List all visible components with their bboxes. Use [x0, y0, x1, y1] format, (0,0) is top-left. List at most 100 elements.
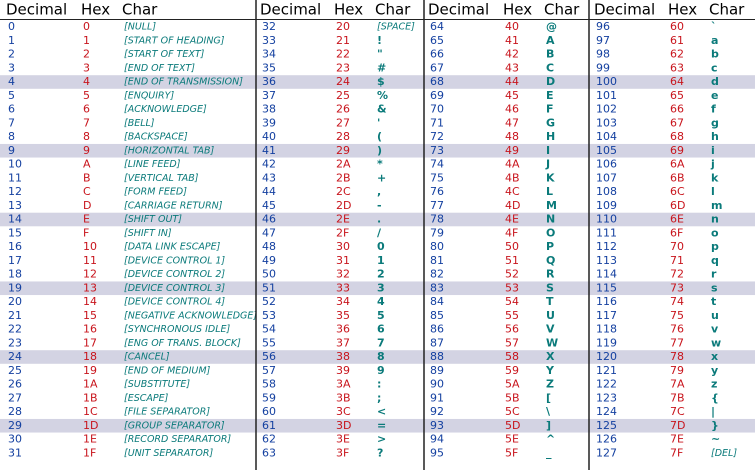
char-cell: 1	[377, 254, 385, 267]
hex-cell: 6	[83, 103, 90, 116]
char-cell: ;	[377, 391, 381, 404]
decimal-cell: 21	[8, 309, 22, 322]
hex-cell: E	[83, 213, 90, 226]
decimal-cell: 26	[8, 378, 22, 391]
decimal-cell: 8	[8, 130, 15, 143]
char-cell: w	[711, 336, 721, 349]
decimal-cell: 77	[430, 199, 444, 212]
char-cell: '	[377, 116, 380, 129]
char-cell: /	[377, 226, 382, 239]
char-cell: [VERTICAL TAB]	[124, 173, 199, 184]
decimal-cell: 56	[262, 350, 276, 363]
decimal-cell: 45	[262, 199, 276, 212]
hex-cell: 31	[336, 254, 350, 267]
decimal-cell: 49	[262, 254, 276, 267]
hex-cell: C	[83, 185, 91, 198]
char-cell: :	[377, 378, 381, 391]
char-cell: <	[377, 405, 386, 418]
decimal-cell: 27	[8, 391, 22, 404]
hex-cell: 47	[505, 116, 519, 129]
decimal-cell: 71	[430, 116, 444, 129]
column-header: Hex	[668, 1, 697, 19]
hex-cell: 63	[670, 61, 684, 74]
char-cell: [	[546, 391, 551, 404]
decimal-cell: 96	[596, 20, 610, 33]
column-header: Hex	[503, 1, 532, 19]
char-cell: [SHIFT IN]	[124, 228, 172, 239]
decimal-cell: 2	[8, 48, 15, 61]
char-cell: L	[546, 185, 553, 198]
hex-cell: 3A	[336, 378, 351, 391]
decimal-cell: 15	[8, 226, 22, 239]
hex-cell: 13	[83, 281, 97, 294]
char-cell: f	[711, 103, 716, 116]
column-header: Char	[122, 1, 158, 19]
decimal-cell: 41	[262, 144, 276, 157]
char-cell: |	[711, 405, 715, 418]
char-cell: o	[711, 226, 719, 239]
hex-cell: 70	[670, 240, 684, 253]
hex-cell: 6F	[670, 226, 683, 239]
hex-cell: 49	[505, 144, 519, 157]
char-cell: 9	[377, 364, 385, 377]
decimal-cell: 43	[262, 171, 276, 184]
hex-cell: 7D	[670, 419, 685, 432]
hex-cell: 33	[336, 281, 350, 294]
decimal-cell: 50	[262, 268, 276, 281]
hex-cell: 4D	[505, 199, 520, 212]
decimal-cell: 14	[8, 213, 22, 226]
decimal-cell: 3	[8, 61, 15, 74]
decimal-cell: 12	[8, 185, 22, 198]
decimal-cell: 112	[596, 240, 617, 253]
decimal-cell: 95	[430, 446, 444, 459]
decimal-cell: 86	[430, 323, 444, 336]
char-cell: r	[711, 268, 717, 281]
decimal-cell: 73	[430, 144, 444, 157]
char-cell: G	[546, 116, 555, 129]
decimal-cell: 78	[430, 213, 444, 226]
hex-cell: 4F	[505, 226, 518, 239]
hex-cell: 59	[505, 364, 519, 377]
char-cell: ~	[711, 433, 720, 446]
hex-cell: 2F	[336, 226, 349, 239]
hex-cell: 5E	[505, 433, 519, 446]
char-cell: [HORIZONTAL TAB]	[124, 145, 215, 156]
char-cell: a	[711, 34, 718, 47]
hex-cell: 37	[336, 336, 350, 349]
decimal-cell: 67	[430, 61, 444, 74]
decimal-cell: 89	[430, 364, 444, 377]
hex-cell: 41	[505, 34, 519, 47]
decimal-cell: 108	[596, 185, 617, 198]
decimal-cell: 4	[8, 75, 15, 88]
hex-cell: 75	[670, 309, 684, 322]
decimal-cell: 52	[262, 295, 276, 308]
hex-cell: 14	[83, 295, 97, 308]
decimal-cell: 116	[596, 295, 617, 308]
hex-cell: 2A	[336, 158, 351, 171]
column-header: Hex	[81, 1, 110, 19]
hex-cell: 27	[336, 116, 350, 129]
hex-cell: 7B	[670, 391, 685, 404]
hex-cell: 62	[670, 48, 684, 61]
hex-cell: 60	[670, 20, 684, 33]
decimal-cell: 63	[262, 446, 276, 459]
char-cell: [DATA LINK ESCAPE]	[124, 242, 221, 253]
hex-cell: 1C	[83, 405, 98, 418]
char-cell: (	[377, 130, 382, 143]
char-cell: A	[546, 34, 555, 47]
char-cell: [SPACE]	[377, 22, 415, 33]
char-cell: E	[546, 89, 554, 102]
char-cell: B	[546, 48, 554, 61]
decimal-cell: 68	[430, 75, 444, 88]
char-cell: `	[711, 20, 717, 33]
decimal-cell: 18	[8, 268, 22, 281]
char-cell: [SYNCHRONOUS IDLE]	[124, 324, 231, 335]
hex-cell: 57	[505, 336, 519, 349]
decimal-cell: 11	[8, 171, 22, 184]
column-header: Decimal	[260, 1, 321, 19]
hex-cell: 2C	[336, 185, 351, 198]
decimal-cell: 38	[262, 103, 276, 116]
char-cell: 3	[377, 281, 385, 294]
char-cell: }	[711, 419, 719, 432]
decimal-cell: 88	[430, 350, 444, 363]
